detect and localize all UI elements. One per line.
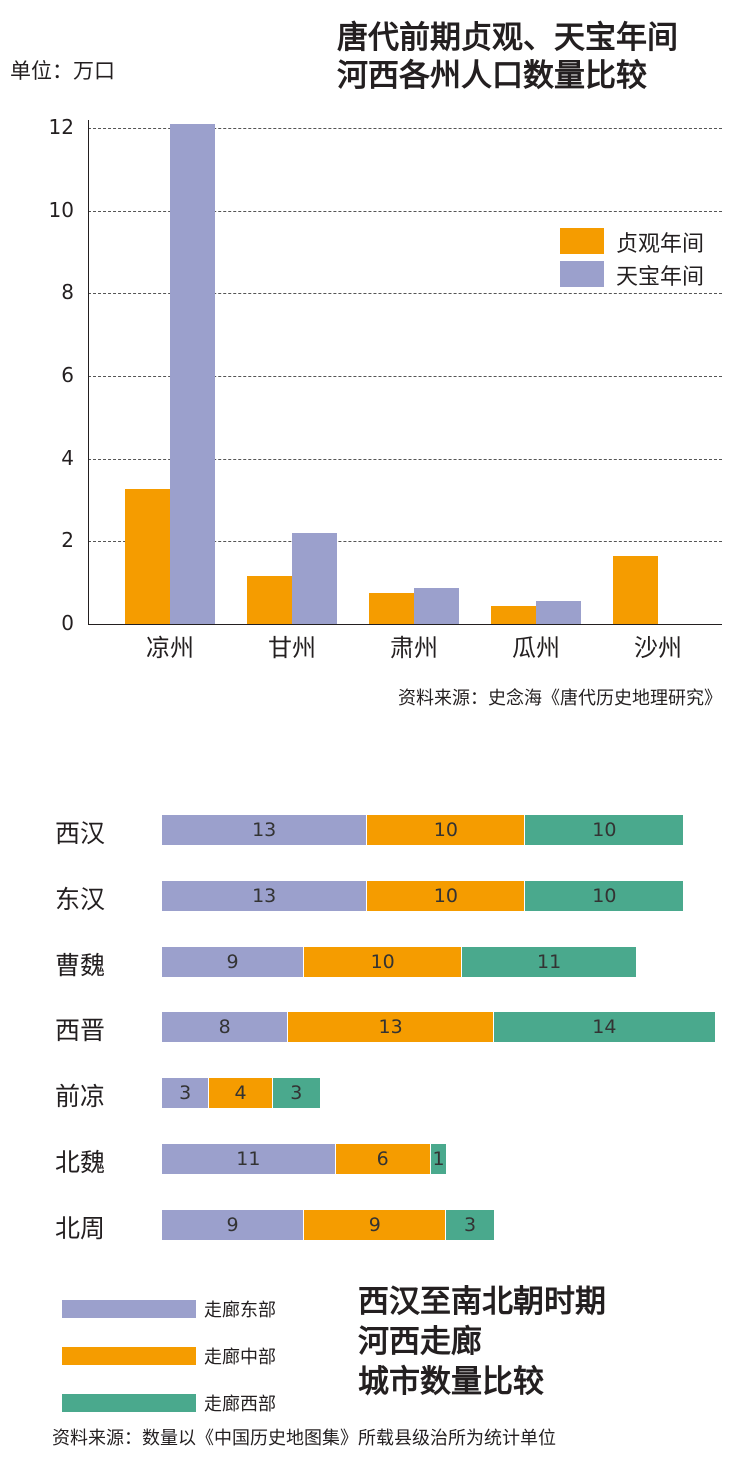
- chart2-title-line2: 河西走廊: [358, 1324, 482, 1360]
- bar-segment-middle: 10: [304, 946, 463, 977]
- segment-value-label: 3: [290, 1082, 303, 1105]
- chart2-source: 资料来源：数量以《中国历史地图集》所载县级治所为统计单位: [52, 1428, 556, 1449]
- bar-zhenguan: [613, 556, 658, 624]
- bar-segment-west: 10: [525, 880, 684, 911]
- legend-swatch-east: [62, 1300, 196, 1318]
- y-tick-label: 6: [61, 363, 74, 387]
- bar-tianbao: [292, 533, 337, 624]
- y-tick-label: 12: [48, 115, 74, 139]
- bar-segment-west: 14: [493, 1012, 715, 1043]
- y-tick-label: 8: [61, 280, 74, 305]
- gridline: [88, 541, 722, 543]
- bar-tianbao: [536, 601, 581, 624]
- legend-label-tianbao: 天宝年间: [616, 265, 705, 290]
- x-tick-label: 肃州: [390, 634, 438, 662]
- segment-value-label: 3: [179, 1082, 192, 1105]
- bar-segment-east: 3: [162, 1078, 210, 1109]
- bar-segment-east: 9: [162, 1209, 305, 1240]
- segment-value-label: 10: [433, 884, 458, 907]
- legend-swatch-tianbao: [560, 261, 604, 287]
- y-tick-label: 4: [61, 445, 74, 470]
- bar-zhenguan: [491, 606, 536, 624]
- segment-value-label: 10: [370, 950, 395, 973]
- row-label: 前凉: [55, 1082, 106, 1112]
- row-label: 北魏: [55, 1148, 106, 1177]
- bar-segment-middle: 10: [367, 880, 526, 911]
- chart1-source: 资料来源：史念海《唐代历史地理研究》: [398, 688, 722, 709]
- segment-value-label: 13: [252, 884, 277, 907]
- y-axis-line: [88, 120, 89, 624]
- x-tick-label: 甘州: [268, 634, 316, 662]
- gridline: [88, 376, 722, 377]
- legend-label-zhenguan: 贞观年间: [616, 232, 705, 257]
- segment-value-label: 13: [378, 1016, 403, 1039]
- x-axis-line: [88, 624, 722, 625]
- segment-value-label: 9: [368, 1213, 381, 1236]
- legend-swatch-middle: [62, 1347, 196, 1365]
- legend-label-west: 走廊西部: [204, 1394, 276, 1415]
- gridline: [88, 293, 722, 295]
- chart2-title-line1: 西汉至南北朝时期: [358, 1284, 606, 1320]
- row-label: 西晋: [55, 1016, 106, 1046]
- segment-value-label: 4: [234, 1082, 247, 1105]
- bar-segment-east: 13: [162, 880, 368, 911]
- row-label: 西汉: [55, 819, 106, 848]
- x-tick-label: 瓜州: [512, 634, 560, 662]
- y-tick-label: 0: [61, 611, 74, 635]
- bar-segment-west: 10: [525, 815, 684, 845]
- x-tick-label: 凉州: [146, 634, 194, 662]
- gridline: [88, 210, 722, 212]
- segment-value-label: 10: [433, 819, 458, 841]
- row-label: 曹魏: [55, 950, 106, 980]
- legend-swatch-west: [62, 1394, 196, 1412]
- y-tick-label: 10: [48, 197, 74, 222]
- segment-value-label: 1: [432, 1148, 445, 1170]
- bar-tianbao: [170, 124, 215, 624]
- bar-tianbao: [414, 588, 459, 624]
- row-label: 北周: [55, 1213, 106, 1243]
- bar-segment-west: 1: [430, 1144, 447, 1174]
- bar-segment-middle: 13: [288, 1012, 494, 1043]
- bar-zhenguan: [247, 576, 292, 624]
- segment-value-label: 6: [376, 1148, 389, 1170]
- segment-value-label: 3: [464, 1213, 477, 1236]
- segment-value-label: 10: [592, 819, 617, 841]
- gridline: [88, 128, 722, 129]
- segment-value-label: 8: [218, 1016, 231, 1039]
- segment-value-label: 10: [592, 884, 617, 907]
- bar-segment-east: 11: [162, 1144, 336, 1174]
- bar-zhenguan: [369, 592, 414, 624]
- legend-label-middle: 走廊中部: [204, 1347, 276, 1368]
- chart1-unit-label: 单位：万口: [10, 59, 115, 83]
- bar-segment-east: 13: [162, 815, 368, 845]
- y-tick-label: 2: [61, 528, 74, 553]
- bar-segment-middle: 4: [209, 1078, 273, 1109]
- chart1-title-line1: 唐代前期贞观、天宝年间: [337, 20, 678, 56]
- segment-value-label: 13: [252, 819, 277, 841]
- chart1-title-line2: 河西各州人口数量比较: [337, 58, 647, 94]
- legend-swatch-zhenguan: [560, 228, 604, 254]
- bar-segment-west: 3: [446, 1209, 494, 1240]
- bar-segment-west: 3: [272, 1078, 320, 1109]
- legend-label-east: 走廊东部: [204, 1300, 276, 1321]
- x-tick-label: 沙州: [634, 634, 682, 662]
- segment-value-label: 11: [236, 1148, 261, 1170]
- segment-value-label: 11: [536, 950, 562, 973]
- bar-segment-west: 11: [462, 946, 636, 977]
- segment-value-label: 9: [226, 950, 239, 973]
- gridline: [88, 458, 722, 460]
- bar-segment-east: 8: [162, 1012, 289, 1043]
- bar-segment-middle: 10: [367, 815, 526, 845]
- chart2-title-line3: 城市数量比较: [358, 1364, 544, 1400]
- bar-segment-east: 9: [162, 946, 305, 977]
- bar-segment-middle: 6: [335, 1144, 431, 1174]
- bar-segment-middle: 9: [304, 1209, 447, 1240]
- row-label: 东汉: [55, 884, 106, 914]
- bar-zhenguan: [125, 488, 170, 624]
- segment-value-label: 9: [226, 1213, 239, 1236]
- segment-value-label: 14: [592, 1016, 617, 1039]
